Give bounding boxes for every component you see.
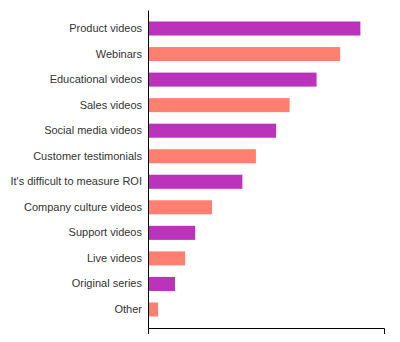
chart: Other Original series Live videos Support v… [0,0,400,342]
y-tick: Company culture videos [24,201,143,213]
bar [148,149,256,163]
bar [148,277,175,291]
bar [148,124,276,138]
y-tick-label: Support videos [69,226,143,238]
y-tick: Other [114,303,142,315]
y-tick: Webinars [96,48,143,60]
y-tick-label: Educational videos [50,73,143,85]
plot-area: Other Original series Live videos Support v… [10,11,384,335]
y-axis: Other Original series Live videos Support v… [10,11,148,329]
bar [148,98,290,112]
y-tick-label: Other [114,303,142,315]
bar [148,175,242,189]
bar [148,200,212,214]
y-tick: Product videos [69,22,142,34]
bar [148,226,195,240]
y-tick-label: Customer testimonials [33,150,142,162]
y-tick-label: Original series [72,277,143,289]
bar [148,47,340,61]
bar [148,302,158,316]
bar [148,251,185,265]
y-tick-label: Sales videos [80,99,143,111]
y-tick: It's difficult to measure ROI [10,175,142,187]
y-tick: Sales videos [80,99,143,111]
y-tick-label: Social media videos [44,124,142,136]
y-tick: Original series [72,277,143,289]
x-axis [149,329,385,335]
y-tick-label: Webinars [96,48,143,60]
bars [148,21,360,316]
y-tick: Social media videos [44,124,142,136]
bar [148,73,317,87]
y-tick: Educational videos [50,73,143,85]
y-tick: Support videos [69,226,143,238]
y-tick-label: Live videos [87,252,143,264]
y-tick: Customer testimonials [33,150,142,162]
y-tick-label: Company culture videos [24,201,143,213]
y-axis-line [148,11,149,329]
x-axis-line [149,329,385,335]
bar [148,21,360,35]
y-tick-label: Product videos [69,22,142,34]
y-tick-label: It's difficult to measure ROI [10,175,142,187]
y-tick: Live videos [87,252,143,264]
